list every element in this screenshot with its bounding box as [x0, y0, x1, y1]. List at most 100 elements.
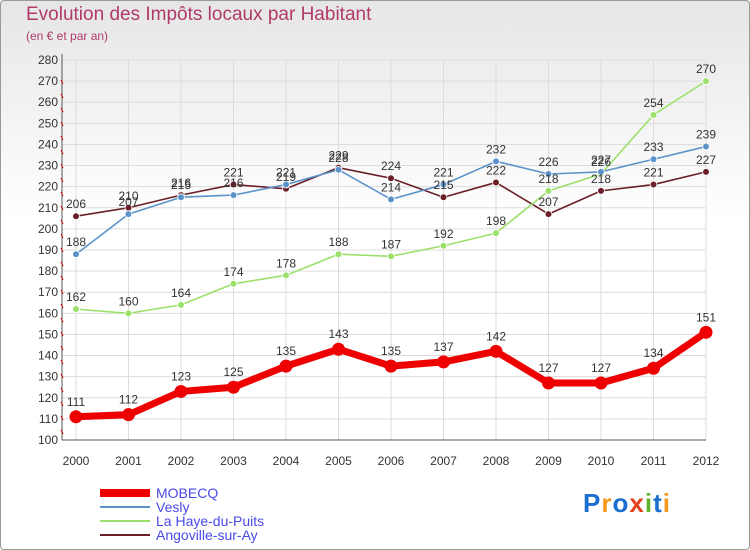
data-point	[387, 174, 395, 183]
y-tick-label: 110	[39, 412, 58, 426]
data-label: 221	[433, 166, 453, 180]
data-label: 178	[276, 256, 296, 270]
data-label: 218	[538, 172, 558, 186]
data-point	[72, 212, 80, 221]
axis-dash	[60, 289, 64, 295]
axis-dash	[60, 107, 64, 113]
x-tick-label: 2000	[63, 454, 90, 468]
axis-dash	[60, 121, 64, 127]
data-label: 142	[486, 329, 506, 343]
y-tick-label: 280	[38, 53, 58, 67]
axis-dash	[60, 359, 64, 365]
y-tick-label: 240	[38, 137, 58, 151]
data-label: 135	[381, 344, 401, 358]
axis-dash	[60, 261, 64, 267]
data-label: 221	[643, 166, 663, 180]
data-point	[647, 361, 660, 375]
logo-letter: i	[644, 488, 654, 518]
y-tick-label: 140	[38, 349, 58, 363]
proxiti-logo: Proxiti	[583, 488, 671, 519]
axis-dash	[60, 177, 64, 183]
data-point	[279, 359, 293, 373]
logo-letter: r	[601, 488, 613, 518]
x-tick-label: 2002	[168, 454, 195, 468]
axis-dash	[60, 345, 64, 351]
y-tick-label: 190	[38, 243, 58, 257]
y-tick-label: 170	[38, 285, 58, 299]
data-point	[597, 187, 605, 195]
data-point	[332, 342, 345, 356]
x-tick-label: 2004	[273, 454, 300, 468]
data-point	[544, 210, 553, 218]
axis-dash	[60, 331, 64, 337]
axis-dash	[60, 373, 64, 379]
axis-dash	[60, 191, 64, 197]
axis-dash	[60, 135, 64, 141]
chart-title: Evolution des Impôts locaux par Habitant	[26, 4, 372, 25]
data-label: 216	[171, 176, 191, 190]
data-label: 174	[223, 265, 243, 279]
data-point	[702, 168, 710, 176]
x-tick-label: 2003	[220, 454, 247, 468]
y-tick-label: 250	[38, 116, 58, 130]
data-point	[229, 191, 238, 199]
data-label: 221	[223, 166, 243, 180]
data-point	[649, 180, 658, 189]
y-tick-label: 200	[38, 222, 58, 236]
x-tick-label: 2007	[430, 454, 457, 468]
axis-dash	[60, 205, 64, 211]
data-point	[702, 142, 710, 151]
y-tick-label: 230	[38, 159, 58, 173]
data-point	[72, 305, 80, 313]
data-point	[384, 359, 398, 373]
axis-dash	[60, 317, 64, 323]
data-label: 111	[67, 395, 86, 409]
data-label: 229	[328, 149, 348, 163]
y-tick-labels: 100 110 120 130 140 150 160 170 180 190 200 210 220 2…	[38, 53, 58, 447]
data-point	[174, 384, 188, 398]
logo-letter: i	[662, 488, 671, 518]
data-label: 112	[119, 393, 138, 407]
axis-dash	[60, 401, 64, 407]
data-label: 215	[433, 178, 453, 192]
x-tick-label: 2008	[483, 454, 510, 468]
x-tick-label: 2006	[378, 454, 405, 468]
axis-dash	[60, 149, 64, 155]
y-tick-label: 210	[38, 201, 58, 215]
data-point	[437, 355, 450, 369]
legend-label: MOBECQ	[156, 485, 218, 501]
x-tick-label: 2001	[115, 454, 142, 468]
data-label: 221	[276, 166, 296, 180]
data-label: 239	[696, 128, 716, 142]
data-point	[124, 210, 133, 218]
data-label: 198	[486, 214, 506, 228]
data-point	[649, 111, 658, 119]
data-point	[489, 344, 503, 358]
data-point	[544, 187, 553, 195]
data-label: 216	[223, 176, 243, 190]
data-label: 218	[591, 172, 611, 186]
data-point	[492, 229, 500, 237]
data-label: 188	[328, 235, 348, 249]
data-label: 214	[381, 180, 401, 194]
data-point	[124, 309, 133, 318]
data-point	[597, 168, 605, 176]
y-tick-label: 100	[38, 433, 58, 447]
chart-subtitle: (en € et par an)	[26, 29, 109, 43]
data-point	[702, 77, 710, 85]
data-label: 222	[486, 163, 506, 177]
data-label: 137	[433, 340, 453, 354]
data-point	[492, 157, 500, 166]
data-label: 227	[696, 153, 716, 167]
data-label: 192	[433, 227, 453, 241]
data-label: 215	[171, 178, 191, 192]
data-label: 206	[66, 197, 86, 211]
data-points	[69, 77, 713, 424]
axes	[60, 54, 706, 441]
data-label: 188	[66, 235, 86, 249]
data-point	[594, 376, 608, 390]
data-point	[542, 376, 555, 390]
data-label: 224	[381, 159, 401, 173]
y-tick-label: 150	[38, 327, 58, 341]
data-point	[544, 170, 553, 178]
